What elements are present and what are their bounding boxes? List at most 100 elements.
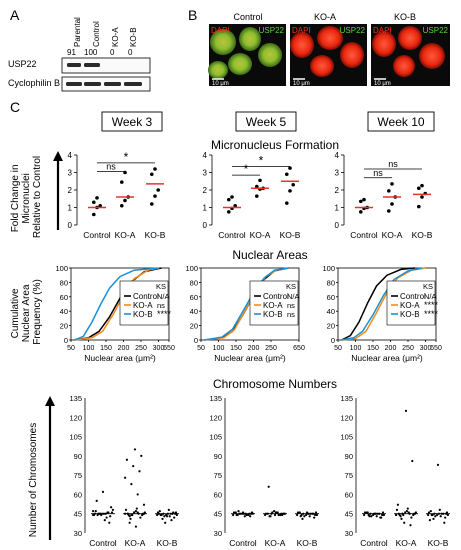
data-point [390,202,394,206]
data-point [258,178,262,183]
data-point [411,459,414,463]
data-point [243,515,246,518]
x-category-label: KO-B [297,538,318,548]
y-tick-label: 40 [327,307,335,316]
legend-header: KS [156,282,166,291]
ks-value: ns [287,310,295,319]
legend-box [119,280,169,326]
x-tick-label: 100 [350,345,362,352]
data-point [150,172,154,177]
y-tick-label: 1 [203,204,208,213]
x-tick-label: 650 [163,345,175,352]
data-point [134,525,137,528]
legend-label: Control [133,292,159,301]
usp22-label: USP22 [259,26,285,35]
x-tick-label: 50 [67,345,75,352]
y-tick-label: 135 [69,394,82,403]
y-tick-label: 1 [335,204,340,213]
data-point [92,200,96,205]
data-point [409,524,412,527]
data-point [414,511,417,514]
y-tick-label: 20 [327,322,335,331]
y-tick-label: 45 [345,510,353,519]
x-tick-label: 650 [293,345,305,352]
data-point [110,506,113,509]
data-point [403,521,406,524]
data-point [285,201,289,205]
scale-label: 10 μm [374,81,391,87]
micrograph-title: KO-B [394,12,416,22]
y-tick-label: 75 [345,471,353,480]
x-category-label: KO-B [145,230,166,240]
x-category-label: KO-B [280,230,301,240]
ks-value: N/A [287,292,300,301]
data-point [395,513,398,517]
y-tick-label: 0 [335,221,340,230]
panel-label-a: A [10,7,20,23]
micrographs: Control KO-A KO-B DAPI USP22 DAPI [208,12,450,87]
y-tick-label: 3 [68,169,73,178]
band [66,82,82,86]
data-point [375,515,378,518]
data-point [249,515,252,518]
data-point [135,507,138,510]
x-tick-label: 100 [213,345,225,352]
panel-label-b: B [188,7,197,23]
legend-label: KO-B [400,310,420,319]
data-point [379,516,382,519]
data-point [245,513,248,517]
data-point [288,189,292,193]
data-point [305,513,308,517]
significance-label: ns [106,162,116,172]
micronucleus-panel: 0 1 2 3 4 Control KO-A KO-B * * [203,151,301,240]
y-tick-label: 30 [214,529,222,538]
ks-value: N/A [157,292,170,301]
band [104,82,121,86]
data-point [241,511,245,514]
data-point [156,513,159,517]
x-category-label: Control [218,230,246,240]
micrograph-title: Control [233,12,262,22]
data-point [305,511,309,514]
data-point [230,195,234,199]
ks-value: ns [157,301,165,310]
y-tick-label: 3 [203,169,208,178]
micrograph-ko-a [290,24,367,86]
x-category-label: Control [360,538,388,548]
data-point [285,172,289,177]
series-line [341,267,416,341]
data-point [153,194,157,198]
blot-row-label: Cyclophilin B [8,78,60,88]
lane-label: Parental [73,17,82,47]
y-tick-label: 45 [74,510,82,519]
data-point [359,199,363,204]
ylabel-nuclear: Cumulative Nuclear Area Frequency (%) [10,279,43,345]
legend-header: KS [423,282,433,291]
x-tick-label: 250 [265,345,277,352]
series-line [341,267,423,341]
data-point [446,513,449,517]
x-category-label: Control [89,538,117,548]
ylabel-line: Micronuclei [21,173,32,224]
y-tick-label: 0 [331,336,335,345]
data-point [366,511,369,514]
data-point [164,521,167,524]
quant-value: 0 [128,48,133,57]
legend-header: KS [286,282,296,291]
data-point [101,490,105,493]
data-point [95,196,99,200]
legend-label: KO-A [133,301,153,310]
data-point [381,511,385,514]
data-point [227,210,231,214]
y-tick-label: 40 [60,307,68,316]
data-point [131,513,134,517]
data-point [141,513,144,517]
band [124,82,142,86]
micrograph-control [208,24,286,86]
data-point [434,515,437,518]
x-tick-label: 150 [100,345,112,352]
data-point [362,197,366,202]
x-tick-label: 150 [367,345,379,352]
data-point [227,197,231,202]
